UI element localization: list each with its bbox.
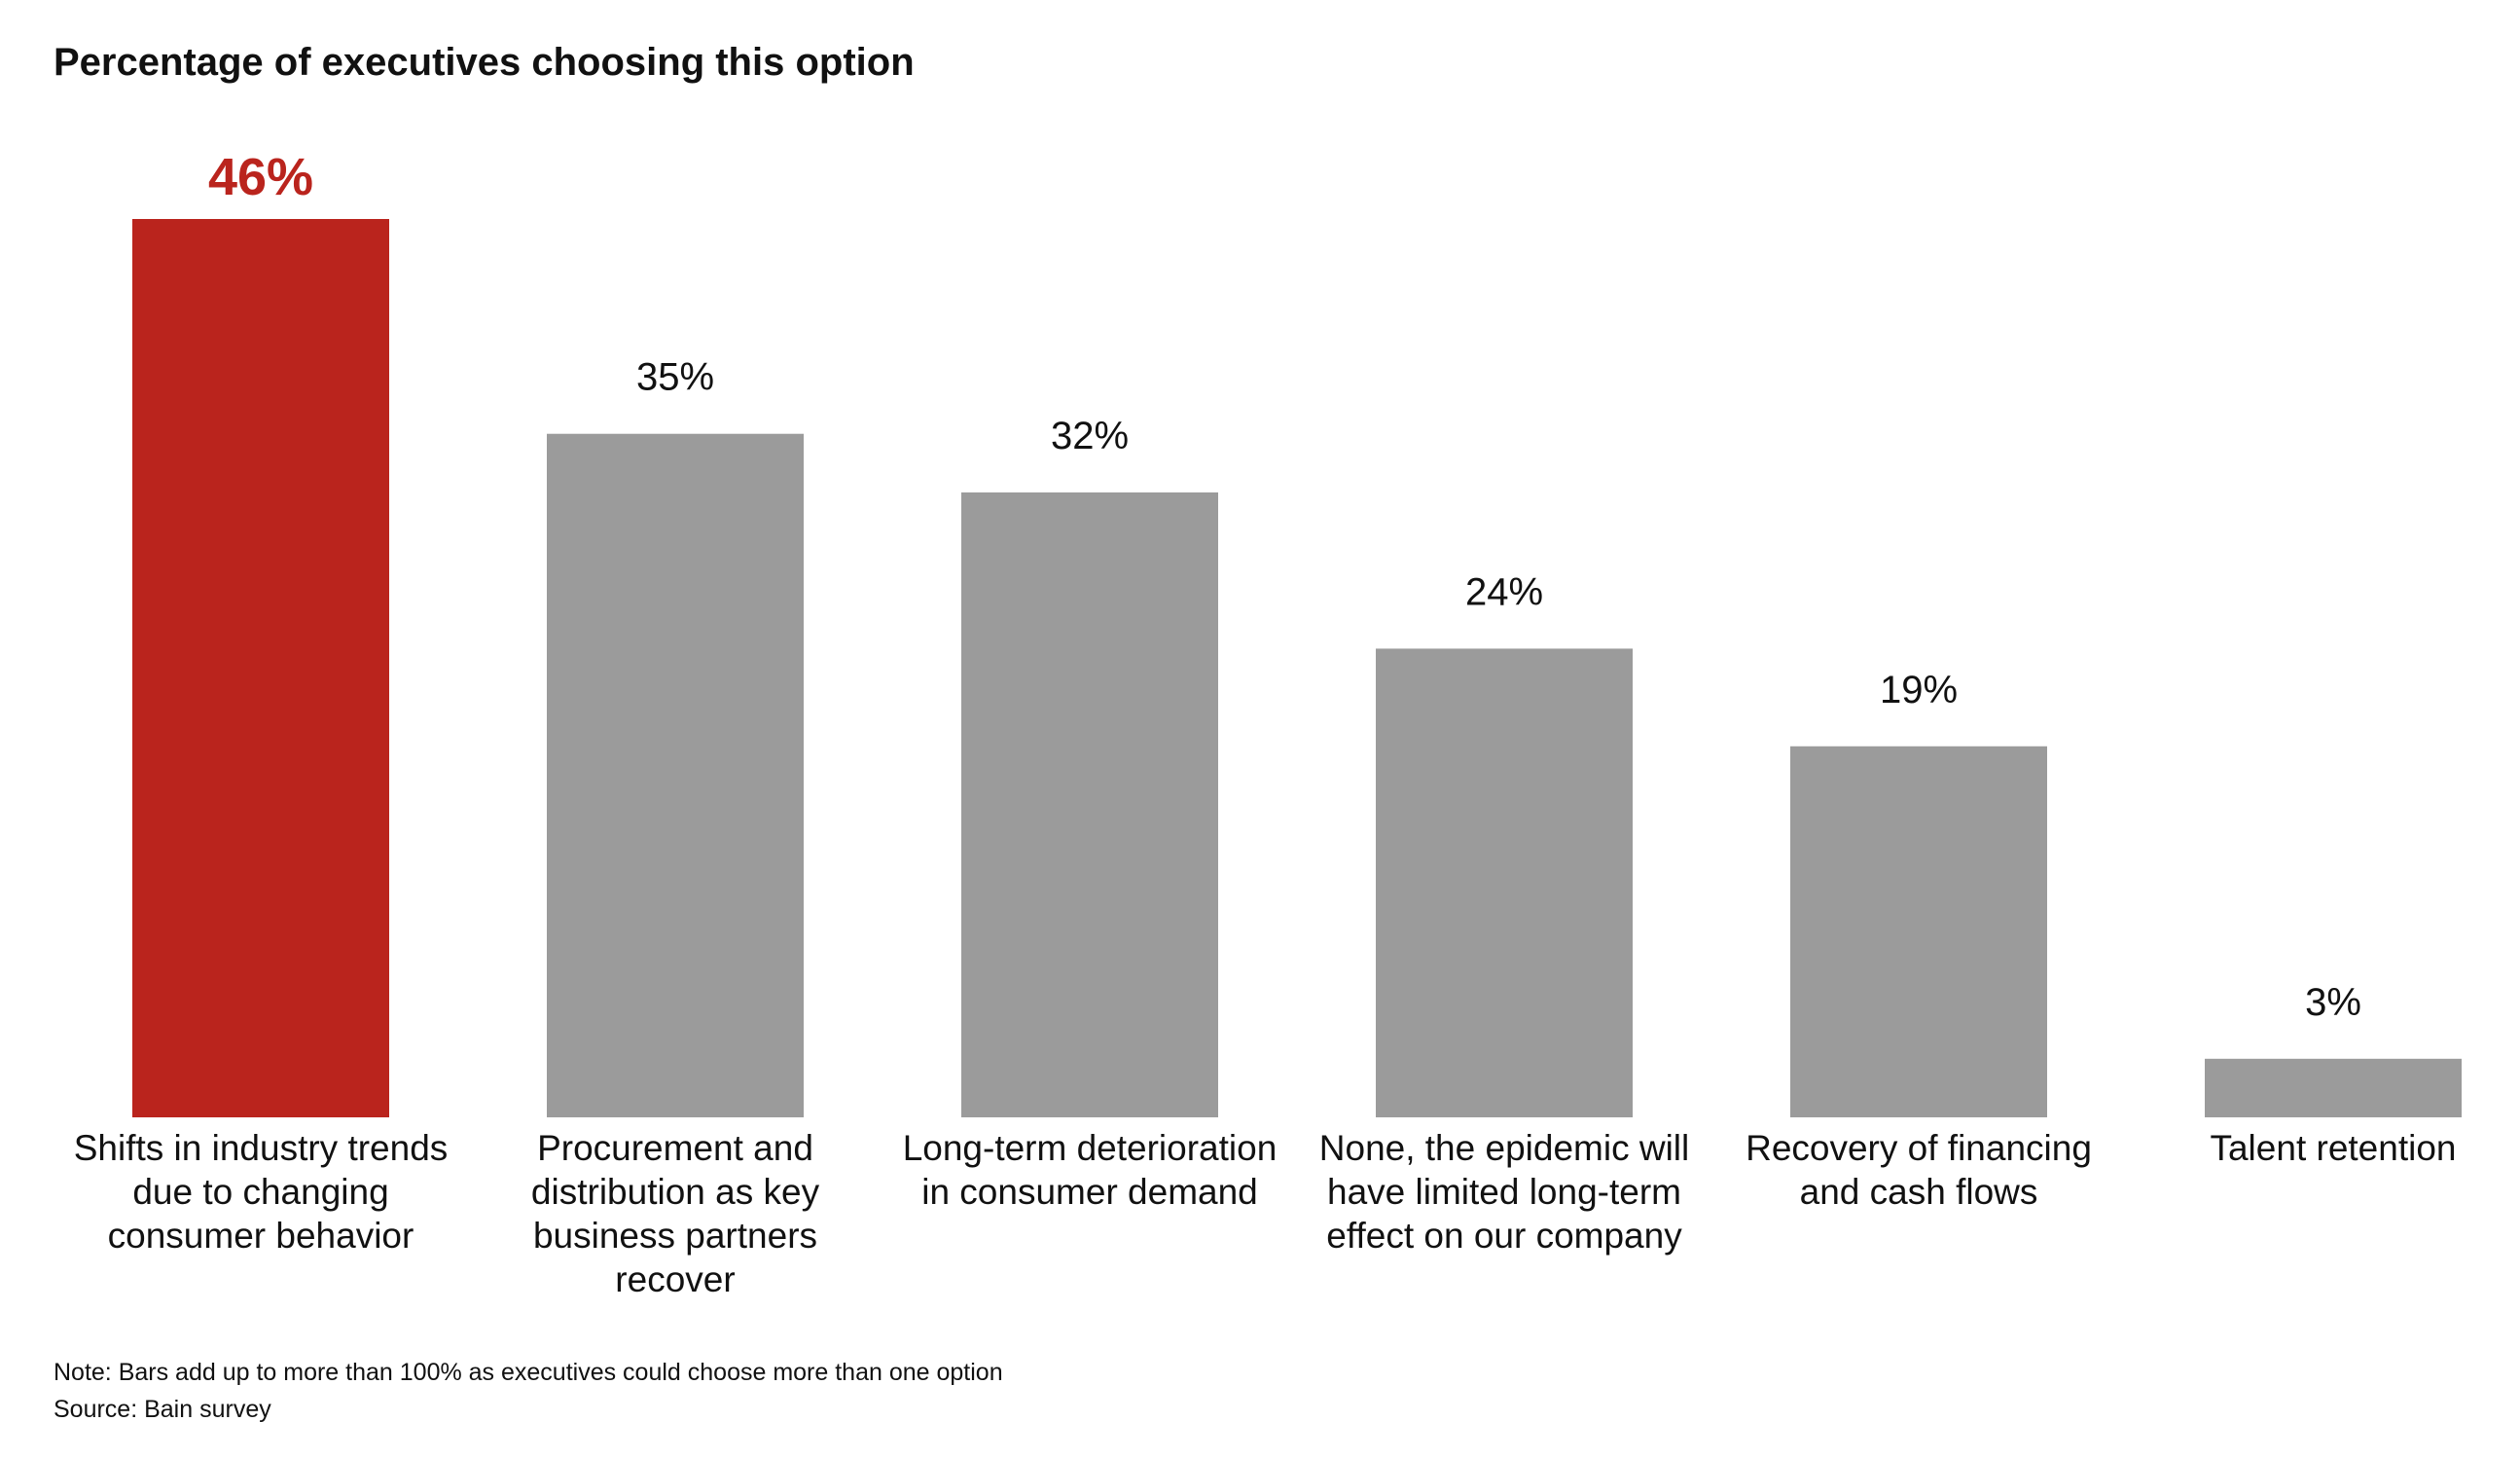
chart-source: Source: Bain survey bbox=[54, 1396, 271, 1423]
chart-title: Percentage of executives choosing this o… bbox=[54, 41, 915, 84]
category-label-2: Procurement and distribution as key busine… bbox=[531, 1128, 820, 1299]
value-label-4: 24% bbox=[1465, 570, 1543, 613]
category-label-4: None, the epidemic will have limited long… bbox=[1319, 1128, 1689, 1256]
value-label-1: 46% bbox=[208, 148, 313, 206]
bar-2 bbox=[547, 433, 804, 1117]
value-label-3: 32% bbox=[1051, 415, 1129, 457]
bar-6 bbox=[2205, 1058, 2462, 1117]
bar-1 bbox=[132, 219, 389, 1117]
value-label-6: 3% bbox=[2305, 981, 2361, 1024]
bar-4 bbox=[1376, 648, 1633, 1117]
chart-note: Note: Bars add up to more than 100% as e… bbox=[54, 1359, 1003, 1386]
value-label-5: 19% bbox=[1880, 669, 1958, 711]
category-label-1: Shifts in industry trends due to changing… bbox=[74, 1128, 449, 1256]
value-label-2: 35% bbox=[636, 356, 714, 399]
bar-5 bbox=[1790, 746, 2047, 1117]
category-label-5: Recovery of financing and cash flows bbox=[1746, 1128, 2092, 1212]
bar-3 bbox=[961, 492, 1218, 1117]
category-label-3: Long-term deterioration in consumer deman… bbox=[903, 1128, 1278, 1212]
bar-chart: 46% Shifts in industry trends due to chang… bbox=[74, 148, 2462, 1299]
category-label-6: Talent retention bbox=[2210, 1128, 2456, 1168]
